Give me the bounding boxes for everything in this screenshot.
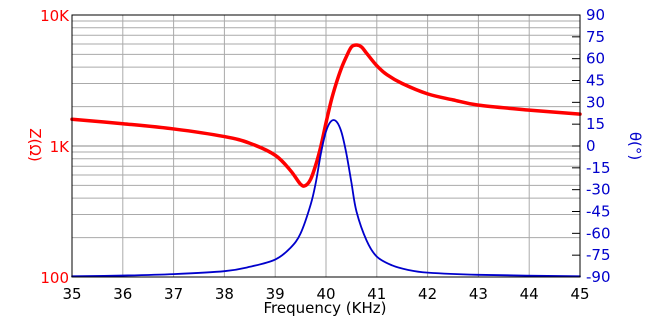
y-right-tick-label: -45	[586, 203, 611, 221]
x-tick-label: 39	[266, 285, 285, 303]
x-tick-label: 35	[62, 285, 81, 303]
y-right-tick-label: -60	[586, 224, 611, 242]
y-right-tick-label: 75	[586, 28, 605, 46]
y-right-tick-label: -30	[586, 181, 611, 199]
y-left-tick-label: 100	[40, 269, 69, 287]
x-tick-labels: 35 36 37 38 39 40 41 42 43 44 45	[62, 285, 589, 303]
y-right-tick-label: 60	[586, 50, 605, 68]
y-right-tick-label: -75	[586, 246, 611, 264]
y-right-tick-label: 90	[586, 6, 605, 24]
y-left-tick-label: 10K	[40, 7, 70, 25]
y-right-tick-label: 0	[586, 137, 596, 155]
y-right-tick-label: -15	[586, 159, 611, 177]
x-axis-label: Frequency (KHz)	[264, 299, 387, 317]
x-tick-label: 36	[113, 285, 132, 303]
curves	[70, 43, 582, 278]
y-right-tick-label: 45	[586, 72, 605, 90]
y-right-axis-label: θ(°)	[626, 132, 644, 160]
x-tick-label: 43	[469, 285, 488, 303]
y-left-tick-labels: 100 1K 10K	[40, 7, 70, 287]
x-tick-label: 41	[367, 285, 386, 303]
impedance-curve	[70, 43, 582, 188]
x-tick-label: 45	[570, 285, 589, 303]
y-right-tick-labels: 90 75 60 45 30 15 0 -15 -30 -45 -60 -75 -90	[572, 6, 611, 286]
y-right-tick-label: -90	[586, 268, 611, 286]
y-left-axis-label: Z(Ω)	[26, 128, 44, 161]
y-right-tick-label: 15	[586, 115, 605, 133]
x-tick-label: 44	[520, 285, 539, 303]
y-right-tick-label: 30	[586, 93, 605, 111]
x-tick-label: 42	[418, 285, 437, 303]
x-tick-label: 37	[164, 285, 183, 303]
phase-curve	[71, 119, 581, 278]
x-tick-label: 38	[215, 285, 234, 303]
y-left-tick-label: 1K	[50, 138, 71, 156]
x-tick-label: 40	[316, 285, 335, 303]
grid-lines	[71, 15, 581, 278]
